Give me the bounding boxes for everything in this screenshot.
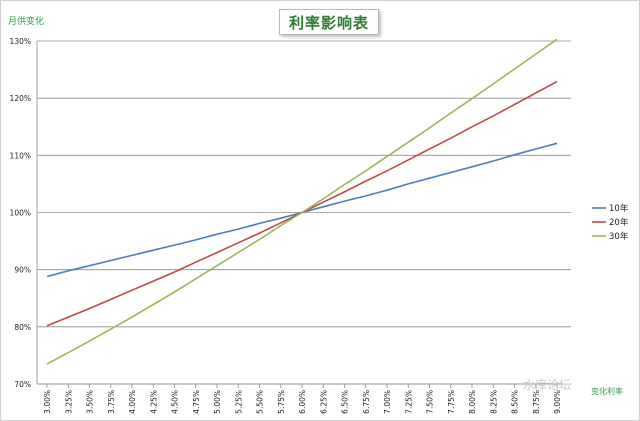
y-tick-label: 90% <box>14 266 31 275</box>
legend: 10年 20年 30年 <box>592 203 629 242</box>
y-tick-label: 70% <box>14 380 31 389</box>
x-axis-label: 变化利率 <box>591 387 623 396</box>
y-axis-label: 月供变化 <box>8 17 45 27</box>
axes: 70% 80% 90% 100% 110% 120% 130% 3.00% 3.25% 3.50%… <box>10 37 571 414</box>
x-tick-label: 7.25% <box>404 390 413 414</box>
y-tick-label: 100% <box>10 209 31 218</box>
y-tick-label: 120% <box>10 94 31 103</box>
series-line-3 <box>46 38 558 365</box>
chart-title: 利率影响表 <box>279 9 379 35</box>
series-line-2 <box>46 80 558 327</box>
x-tick-label: 4.25% <box>149 390 158 414</box>
x-tick-label: 4.00% <box>128 390 137 414</box>
y-tick-label: 80% <box>14 323 31 332</box>
x-tick-label: 7.50% <box>426 390 435 414</box>
y-tick-label: 130% <box>10 37 31 46</box>
watermark: 水库论坛 <box>523 378 572 392</box>
x-tick-label: 7.75% <box>447 390 456 414</box>
x-tick-label: 3.50% <box>86 390 95 414</box>
x-tick-label: 5.75% <box>277 390 286 414</box>
x-tick-label: 9.00% <box>553 390 562 414</box>
x-tick-label: 8.25% <box>489 390 498 414</box>
x-tick-label: 6.25% <box>319 390 328 414</box>
x-tick-label: 8.75% <box>532 390 541 414</box>
series-lines <box>46 38 558 365</box>
x-tick-label: 3.75% <box>107 390 116 414</box>
x-tick-label: 6.50% <box>341 390 350 414</box>
series-line-1 <box>46 142 558 278</box>
legend-label: 20年 <box>609 217 629 228</box>
x-tick-label: 8.00% <box>468 390 477 414</box>
x-tick-label: 4.75% <box>192 390 201 414</box>
x-tick-label: 8.50% <box>511 390 520 414</box>
x-tick-label: 5.00% <box>213 390 222 414</box>
x-tick-label: 7.00% <box>383 390 392 414</box>
y-tick-label: 110% <box>10 151 31 160</box>
x-tick-label: 6.75% <box>362 390 371 414</box>
x-tick-label: 4.50% <box>171 390 180 414</box>
x-tick-label: 3.00% <box>43 390 52 414</box>
x-tick-label: 5.25% <box>234 390 243 414</box>
x-tick-label: 5.50% <box>256 390 265 414</box>
legend-label: 10年 <box>609 203 629 214</box>
legend-label: 30年 <box>609 231 629 242</box>
x-tick-label: 6.00% <box>298 390 307 414</box>
x-tick-label: 3.25% <box>64 390 73 414</box>
